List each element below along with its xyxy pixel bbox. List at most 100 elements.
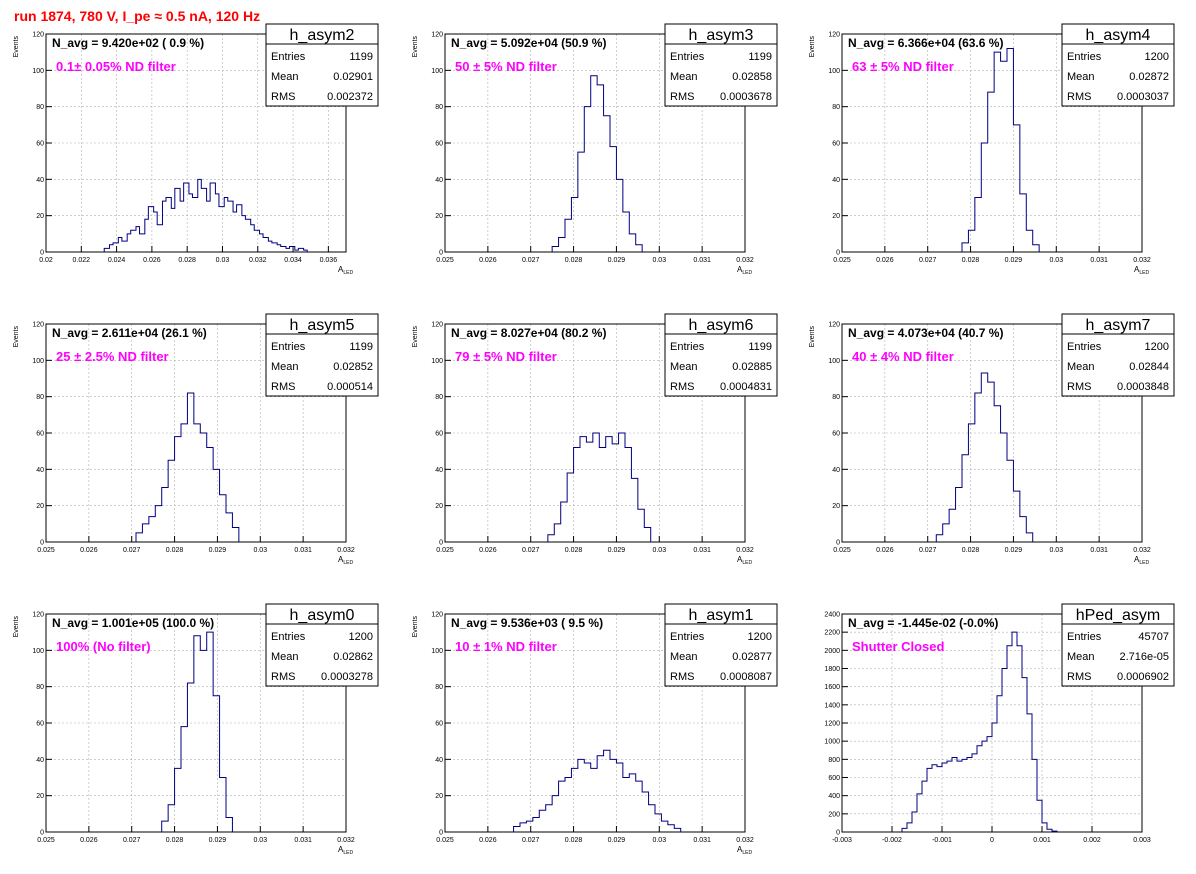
y-tick-label: 40 [832, 177, 840, 184]
y-tick-label: 80 [832, 104, 840, 111]
histogram-svg: 0.02 0.022 0.024 0.026 0.028 0.03 0.032 0.034 0.… [13, 23, 379, 276]
filter-label: 0.1± 0.05% ND filter [56, 59, 176, 74]
stat-mean-value: 0.02877 [732, 651, 772, 663]
stats-box: h_asym6 Entries 1199 Mean 0.02885 RMS 0.000483… [664, 313, 778, 397]
x-tick-label: 0.028 [565, 257, 583, 264]
y-tick-label: 60 [832, 431, 840, 438]
histogram-bin [539, 810, 545, 832]
stat-entries-value: 1200 [748, 631, 772, 643]
histogram-bins [548, 433, 651, 542]
stat-rms-label: RMS [1067, 91, 1091, 103]
x-tick-label: 0.001 [1033, 837, 1051, 844]
histogram-bin [962, 455, 968, 542]
histogram-bin [619, 433, 625, 542]
x-tick-label: 0.029 [608, 257, 626, 264]
histogram-bin [559, 237, 565, 252]
stat-mean-value: 0.02885 [732, 361, 772, 373]
y-tick-label: 80 [832, 394, 840, 401]
stat-rms-label: RMS [1067, 381, 1091, 393]
histogram-bin [118, 237, 122, 252]
histogram-bin [131, 230, 136, 252]
stat-entries-value: 1199 [748, 51, 772, 63]
histogram-bin [1017, 646, 1022, 832]
histogram-bin [942, 763, 947, 832]
histogram-bin [207, 448, 213, 542]
stats-box-frame [664, 603, 778, 687]
y-axis-label: Events [809, 326, 816, 348]
x-tick-label: 0.03 [216, 257, 230, 264]
histogram-bin [157, 225, 162, 252]
x-tick-label: 0.029 [608, 547, 626, 554]
x-tick-label: 0.026 [80, 837, 98, 844]
histogram-bin [591, 76, 597, 252]
histogram-bin [224, 198, 228, 253]
histogram-bins [902, 632, 1057, 832]
histogram-bin [113, 243, 118, 252]
stat-entries-label: Entries [1067, 341, 1102, 353]
histogram-outline [961, 48, 1040, 252]
y-tick-label: 120 [828, 32, 840, 39]
histogram-bin [597, 85, 603, 252]
histogram-bin [213, 696, 219, 832]
stats-box: h_asym0 Entries 1200 Mean 0.02862 RMS 0.000327… [265, 603, 379, 687]
y-tick-label: 40 [832, 467, 840, 474]
x-tick-label: 0.029 [608, 837, 626, 844]
x-axis-label: ALED [737, 555, 752, 566]
histogram-bin [226, 817, 232, 832]
x-tick-label: 0.029 [209, 837, 227, 844]
histogram-outline [901, 631, 1058, 832]
histogram-bin [604, 750, 610, 832]
histogram-bin [907, 823, 912, 832]
histogram-bin [1027, 714, 1032, 832]
x-tick-label: 0.002 [1083, 837, 1101, 844]
histogram-svg: 0.025 0.026 0.027 0.028 0.029 0.03 0.031 0.032 0… [809, 313, 1175, 566]
x-tick-label: 0.031 [1090, 257, 1108, 264]
stats-box-frame [1061, 23, 1175, 107]
y-axis-label: Events [13, 616, 20, 638]
y-tick-label: 100 [828, 358, 840, 365]
histogram-bin [228, 201, 233, 252]
histogram-bin [1026, 230, 1032, 252]
histogram-bin [136, 533, 142, 542]
histogram-bin [988, 92, 994, 252]
stat-mean-label: Mean [271, 651, 299, 663]
histogram-bin [277, 245, 281, 252]
y-tick-label: 120 [431, 322, 443, 329]
histogram-bin [168, 460, 174, 542]
y-tick-label: 1800 [824, 666, 840, 673]
histogram-bin [1037, 800, 1042, 832]
stats-box-frame [664, 23, 778, 107]
histogram-bin [122, 241, 127, 252]
histogram-bin [638, 509, 644, 542]
x-axis-label: ALED [338, 845, 353, 856]
histogram-bin [902, 828, 907, 832]
histogram-bin [586, 442, 592, 542]
histogram-bin [987, 737, 992, 832]
histogram-bin [232, 527, 238, 542]
stat-entries-value: 1199 [748, 341, 772, 353]
y-tick-label: 40 [36, 467, 44, 474]
stat-entries-label: Entries [670, 631, 705, 643]
histogram-outline [161, 631, 233, 832]
histogram-bin [1001, 61, 1007, 252]
x-tick-label: 0.029 [209, 547, 227, 554]
y-tick-label: 100 [431, 358, 443, 365]
y-tick-label: 1200 [824, 721, 840, 728]
histogram-bin [580, 437, 586, 542]
y-axis-label: Events [13, 326, 20, 348]
x-axis-label: ALED [1134, 265, 1149, 276]
histogram-bin [912, 812, 917, 832]
histogram-name: h_asym0 [290, 607, 355, 624]
stat-mean-value: 0.02862 [333, 651, 373, 663]
x-tick-label: 0.026 [479, 837, 497, 844]
y-tick-label: 800 [828, 757, 840, 764]
y-tick-label: 40 [36, 177, 44, 184]
histogram-bin [1012, 632, 1017, 832]
histogram-svg: 0.025 0.026 0.027 0.028 0.029 0.03 0.031 0.032 0… [13, 313, 379, 566]
x-tick-label: 0.03 [253, 837, 267, 844]
y-tick-label: 100 [32, 68, 44, 75]
x-tick-label: 0.028 [166, 837, 184, 844]
filter-label: 40 ± 4% ND filter [852, 349, 954, 364]
histogram-panel-h_asym6: 0.025 0.026 0.027 0.028 0.029 0.03 0.031 0.032 0… [405, 313, 785, 584]
stat-rms-label: RMS [670, 671, 694, 683]
